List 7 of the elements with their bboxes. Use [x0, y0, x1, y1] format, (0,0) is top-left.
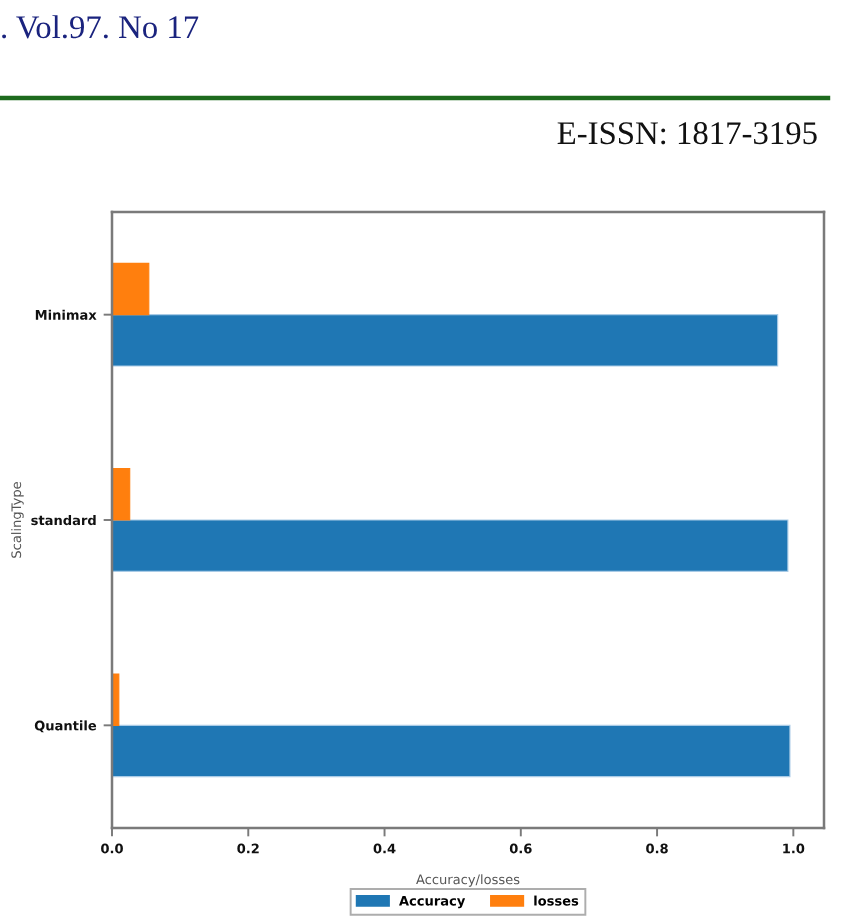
bar [112, 519, 789, 572]
bar [112, 314, 779, 367]
bar [112, 724, 791, 778]
text: . Vol.97. No 17 [2, 15, 199, 39]
text: E-ISSN: 1817-3195 [557, 122, 817, 145]
bar [112, 468, 131, 521]
bar [112, 262, 150, 316]
